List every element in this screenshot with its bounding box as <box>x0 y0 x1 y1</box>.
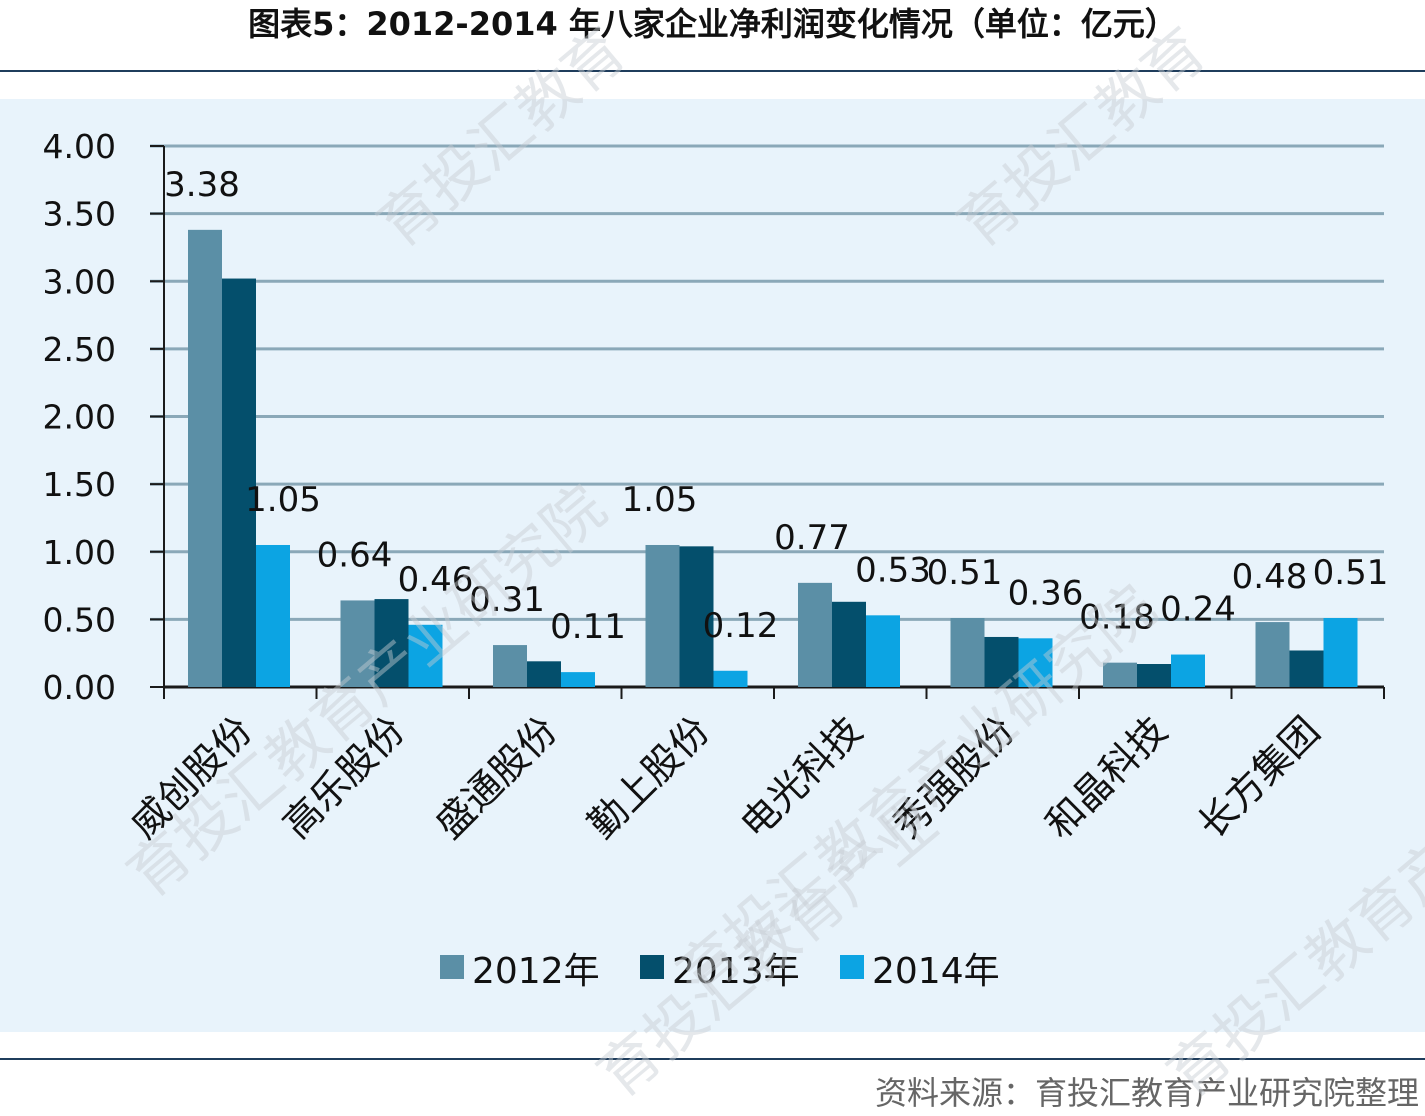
data-label: 0.12 <box>703 606 779 646</box>
y-tick-label: 2.50 <box>43 330 116 369</box>
y-tick-label: 3.50 <box>43 195 116 234</box>
y-tick-label: 4.00 <box>43 127 116 166</box>
bar <box>832 601 866 687</box>
bar <box>493 645 527 687</box>
bar <box>798 582 832 687</box>
legend-label: 2013年 <box>672 951 800 992</box>
y-tick-label: 1.50 <box>43 465 116 504</box>
bar <box>1171 654 1205 687</box>
bar <box>188 229 222 688</box>
bar <box>1255 622 1290 687</box>
data-label: 0.24 <box>1160 590 1236 630</box>
data-label: 0.11 <box>550 607 626 647</box>
bar <box>408 624 443 687</box>
data-label: 1.05 <box>245 480 321 520</box>
bar <box>679 546 714 687</box>
legend-label: 2014年 <box>872 951 1000 992</box>
bar <box>222 278 256 687</box>
bar <box>866 615 900 687</box>
data-label: 0.77 <box>774 518 850 558</box>
legend-swatch <box>640 955 664 979</box>
bar <box>645 544 680 687</box>
data-label: 0.46 <box>398 560 474 600</box>
top-rule <box>0 70 1425 72</box>
watermark: 育投汇教育 <box>365 15 640 261</box>
watermark: 育投汇教育产业 <box>1155 788 1425 1112</box>
source-note: 资料来源：育投汇教育产业研究院整理 <box>874 1074 1419 1112</box>
data-label: 0.18 <box>1079 598 1155 638</box>
bar <box>1137 664 1171 687</box>
legend-swatch <box>840 955 864 979</box>
bar <box>374 599 409 687</box>
bar <box>950 618 985 687</box>
y-tick-label: 0.50 <box>43 600 116 639</box>
data-label: 0.53 <box>855 550 931 590</box>
bar <box>1289 650 1324 687</box>
bar <box>561 672 595 687</box>
category-label: 勤上股份 <box>580 708 719 847</box>
bar <box>256 544 290 687</box>
watermark: 育投汇教育 <box>945 15 1220 261</box>
category-label: 盛通股份 <box>427 708 566 847</box>
y-tick-label: 3.00 <box>43 262 116 301</box>
bar <box>527 661 561 687</box>
bar <box>340 600 375 687</box>
data-label: 0.48 <box>1232 557 1308 597</box>
chart-title: 图表5：2012-2014 年八家企业净利润变化情况（单位：亿元） <box>248 5 1177 43</box>
data-label: 0.51 <box>1313 553 1389 593</box>
y-tick-label: 2.00 <box>43 398 116 437</box>
legend-label: 2012年 <box>472 951 600 992</box>
data-label: 0.51 <box>927 553 1003 593</box>
y-tick-label: 0.00 <box>43 668 116 707</box>
bar <box>984 636 1019 687</box>
bottom-rule <box>0 1058 1425 1060</box>
y-tick-label: 1.00 <box>43 533 116 572</box>
bar <box>713 670 748 687</box>
data-label: 0.64 <box>317 535 393 575</box>
data-label: 3.38 <box>164 165 240 205</box>
category-label: 和晶科技 <box>1037 708 1176 847</box>
data-label: 0.31 <box>469 580 545 620</box>
data-label: 0.36 <box>1008 573 1084 613</box>
bar <box>1323 618 1358 687</box>
legend-swatch <box>440 955 464 979</box>
data-label: 1.05 <box>622 480 698 520</box>
bar <box>1103 662 1137 687</box>
bar <box>1018 638 1053 687</box>
category-label: 长方集团 <box>1190 708 1329 847</box>
